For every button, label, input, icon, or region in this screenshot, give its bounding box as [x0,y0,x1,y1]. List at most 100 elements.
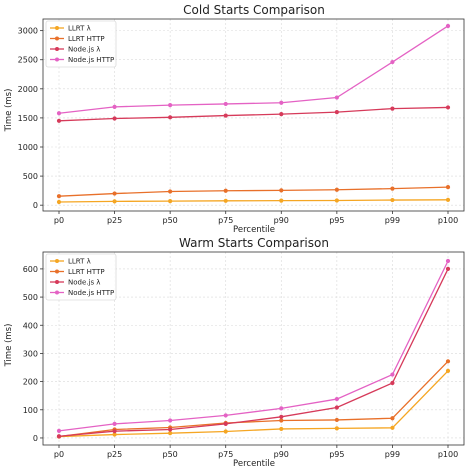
x-tick-label: p90 [274,216,289,225]
data-point [279,418,284,423]
legend-marker [55,57,59,62]
data-point [168,103,173,108]
legend-entry: Node.js HTTP [68,289,114,297]
y-tick-label: 300 [23,349,38,358]
legend: LLRT λ LLRT HTTP Node.js λ Node.js HTTP [45,253,117,301]
series-0 [56,368,451,439]
y-tick-label: 3000 [18,27,38,36]
y-tick-label: 2500 [18,56,38,65]
data-point [445,185,451,190]
data-point [112,191,117,196]
series-line [58,370,449,438]
y-tick-label: 0 [33,434,38,443]
legend: LLRT λ LLRT HTTP Node.js λ Node.js HTTP [45,20,117,68]
data-point [279,414,284,419]
x-tick-label: p90 [274,450,289,459]
plot-frame [42,18,465,212]
legend-entry: LLRT λ [68,25,91,33]
data-point [445,197,451,202]
x-axis-label: Percentile [233,459,275,469]
data-point [445,368,451,373]
data-point [334,405,339,410]
data-point [223,113,228,118]
legend-box [45,253,117,301]
data-point [390,425,395,430]
x-tick-label: p0 [54,450,64,459]
data-point [223,101,228,107]
plot-frame [42,251,465,446]
legend-marker [55,290,59,295]
data-point [390,106,395,111]
data-point [279,188,284,193]
data-point [445,266,451,272]
x-tick-label: p100 [438,216,458,225]
y-tick-label: 600 [23,265,38,274]
data-point [223,188,228,193]
legend-entry: LLRT λ [68,258,91,266]
data-point [390,197,395,203]
data-point [223,413,228,418]
series-line [58,260,449,432]
legend-entry: LLRT HTTP [68,35,105,43]
warm-starts-chart: Warm Starts Comparison Percentile Time (… [4,236,465,469]
legend-entry: Node.js λ [68,279,100,287]
data-point [112,116,117,121]
series-line [58,199,449,203]
legend-box [45,20,117,68]
data-point [279,198,284,203]
x-tick-label: p25 [107,450,122,459]
series-line [58,186,449,197]
y-axis-label: Time (ms) [4,324,14,368]
x-tick-label: p99 [385,450,400,459]
data-point [334,187,339,192]
legend-marker [55,26,59,30]
data-point [112,421,117,426]
x-tick-label: p75 [218,450,233,459]
legend-marker [55,36,59,41]
chart-title: Warm Starts Comparison [179,236,329,250]
series-line [58,360,449,438]
data-point [56,111,62,116]
legend-marker [55,259,59,263]
data-point [168,115,173,120]
data-point [445,105,451,110]
x-tick-label: p95 [329,216,344,225]
cold-starts-chart: Cold Starts Comparison Percentile Time (… [4,3,465,235]
data-point [334,417,339,423]
data-point [56,118,62,123]
series-2 [56,266,451,439]
x-tick-label: p50 [163,216,178,225]
data-point [334,426,339,431]
y-tick-label: 1000 [18,143,38,152]
data-point [279,100,284,105]
y-tick-label: 1500 [18,114,38,123]
y-tick-label: 200 [23,378,38,387]
data-point [279,406,284,411]
data-point [56,199,62,205]
series-line [58,268,449,437]
data-point [279,426,284,432]
series-1 [56,185,451,199]
data-point [334,95,339,100]
legend-entry: LLRT HTTP [68,268,105,276]
x-axis-label: Percentile [233,225,275,235]
data-point [112,429,117,434]
x-tick-label: p25 [107,216,122,225]
legend-entry: Node.js λ [68,46,100,54]
legend-marker [55,269,59,274]
legend-marker [55,47,59,51]
data-point [223,429,228,434]
x-tick-label: p100 [438,450,458,459]
y-tick-label: 0 [33,201,38,210]
data-point [223,421,228,426]
x-tick-label: p99 [385,216,400,225]
y-tick-label: 400 [23,321,38,330]
series-2 [56,105,451,123]
legend-entry: Node.js HTTP [68,56,114,64]
data-point [390,59,395,65]
series-3 [56,258,451,434]
data-point [279,112,284,117]
data-point [390,416,395,421]
data-point [56,428,62,434]
